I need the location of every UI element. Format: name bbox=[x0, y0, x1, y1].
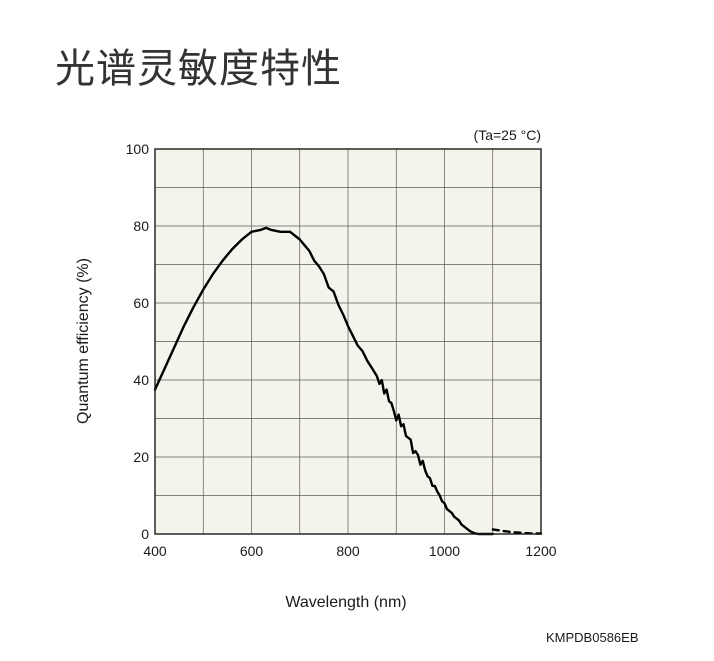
y-tick-label: 60 bbox=[133, 295, 149, 311]
x-tick-label: 1200 bbox=[525, 543, 556, 559]
y-tick-label: 80 bbox=[133, 218, 149, 234]
x-tick-label: 1000 bbox=[429, 543, 460, 559]
y-tick-label: 20 bbox=[133, 449, 149, 465]
x-tick-label: 800 bbox=[336, 543, 360, 559]
y-tick-label: 100 bbox=[126, 141, 150, 157]
series-line-solid bbox=[153, 226, 494, 536]
grid bbox=[154, 148, 542, 535]
y-tick-label: 0 bbox=[141, 526, 149, 542]
series-line-dashed bbox=[491, 528, 543, 535]
x-axis-label: Wavelength (nm) bbox=[285, 594, 406, 611]
x-tick-label: 600 bbox=[240, 543, 264, 559]
figure-code: KMPDB0586EB bbox=[546, 630, 639, 645]
page-title: 光谱灵敏度特性 bbox=[55, 46, 342, 92]
y-axis-label: Quantum efficiency (%) bbox=[75, 258, 92, 424]
tick-labels: 400 600 800 1000 1200 0 20 40 60 80 100 bbox=[126, 141, 557, 559]
x-tick-label: 400 bbox=[143, 543, 167, 559]
condition-label: (Ta=25 °C) bbox=[474, 127, 541, 143]
series-group bbox=[153, 226, 543, 536]
plot-frame bbox=[154, 148, 542, 535]
y-tick-label: 40 bbox=[133, 372, 149, 388]
